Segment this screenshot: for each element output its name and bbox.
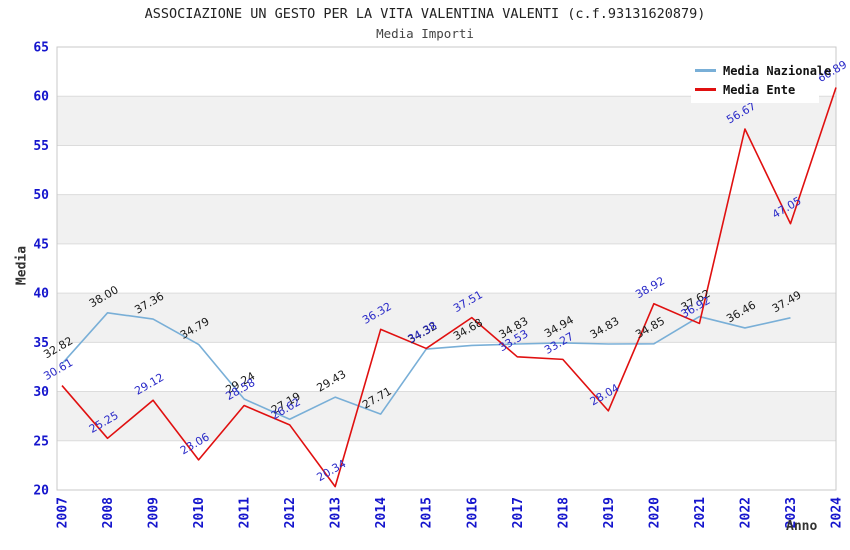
x-tick-label: 2023: [784, 497, 799, 528]
series-line-media-ente: [61, 87, 837, 488]
plot-frame: [56, 46, 837, 491]
x-tick-label: 2013: [329, 497, 344, 528]
y-tick-label: 20: [33, 484, 49, 499]
x-tick-label: 2009: [147, 497, 162, 528]
x-tick-label: 2016: [465, 497, 480, 528]
plot-band: [57, 96, 836, 146]
x-tick-label: 2022: [738, 497, 753, 528]
media-nazionale-line-swatch: [695, 69, 716, 72]
legend-label-media-ente: Media Ente: [723, 82, 796, 97]
x-tick-label: 2011: [238, 497, 253, 528]
x-tick-label: 2017: [511, 497, 526, 528]
x-tick-label: 2008: [101, 497, 116, 528]
x-tick-label: 2015: [420, 497, 435, 528]
plot-band: [57, 194, 836, 244]
y-tick-label: 50: [33, 188, 49, 203]
chart-title: ASSOCIAZIONE UN GESTO PER LA VITA VALENT…: [144, 6, 706, 22]
x-axis-title: Anno: [786, 519, 818, 534]
y-tick-label: 65: [33, 41, 49, 56]
x-tick-label: 2020: [647, 497, 662, 528]
x-tick-label: 2019: [602, 497, 617, 528]
plot-band: [57, 391, 836, 441]
y-tick-label: 55: [33, 139, 49, 154]
x-tick-label: 2021: [693, 497, 708, 528]
y-tick-label: 30: [33, 385, 49, 400]
x-tick-label: 2007: [56, 497, 71, 528]
y-tick-label: 25: [33, 434, 49, 449]
y-tick-label: 35: [33, 336, 49, 351]
x-tick-label: 2014: [374, 497, 389, 528]
legend-item-media-ente: Media Ente: [695, 80, 815, 99]
y-tick-label: 60: [33, 90, 49, 105]
x-tick-label: 2012: [283, 497, 298, 528]
x-tick-label: 2024: [830, 497, 845, 528]
x-tick-label: 2018: [556, 497, 571, 528]
x-tick-label: 2010: [192, 497, 207, 528]
media-ente-line-swatch: [695, 88, 716, 91]
legend-label-media-nazionale: Media Nazionale: [723, 63, 832, 78]
y-tick-label: 40: [33, 287, 49, 302]
legend-item-media-nazionale: Media Nazionale: [695, 61, 831, 80]
y-tick-label: 45: [33, 237, 49, 252]
chart-subtitle: Media Importi: [376, 26, 474, 41]
legend: Media Nazionale Media Ente: [691, 56, 831, 103]
y-axis-title: Media: [14, 245, 30, 286]
